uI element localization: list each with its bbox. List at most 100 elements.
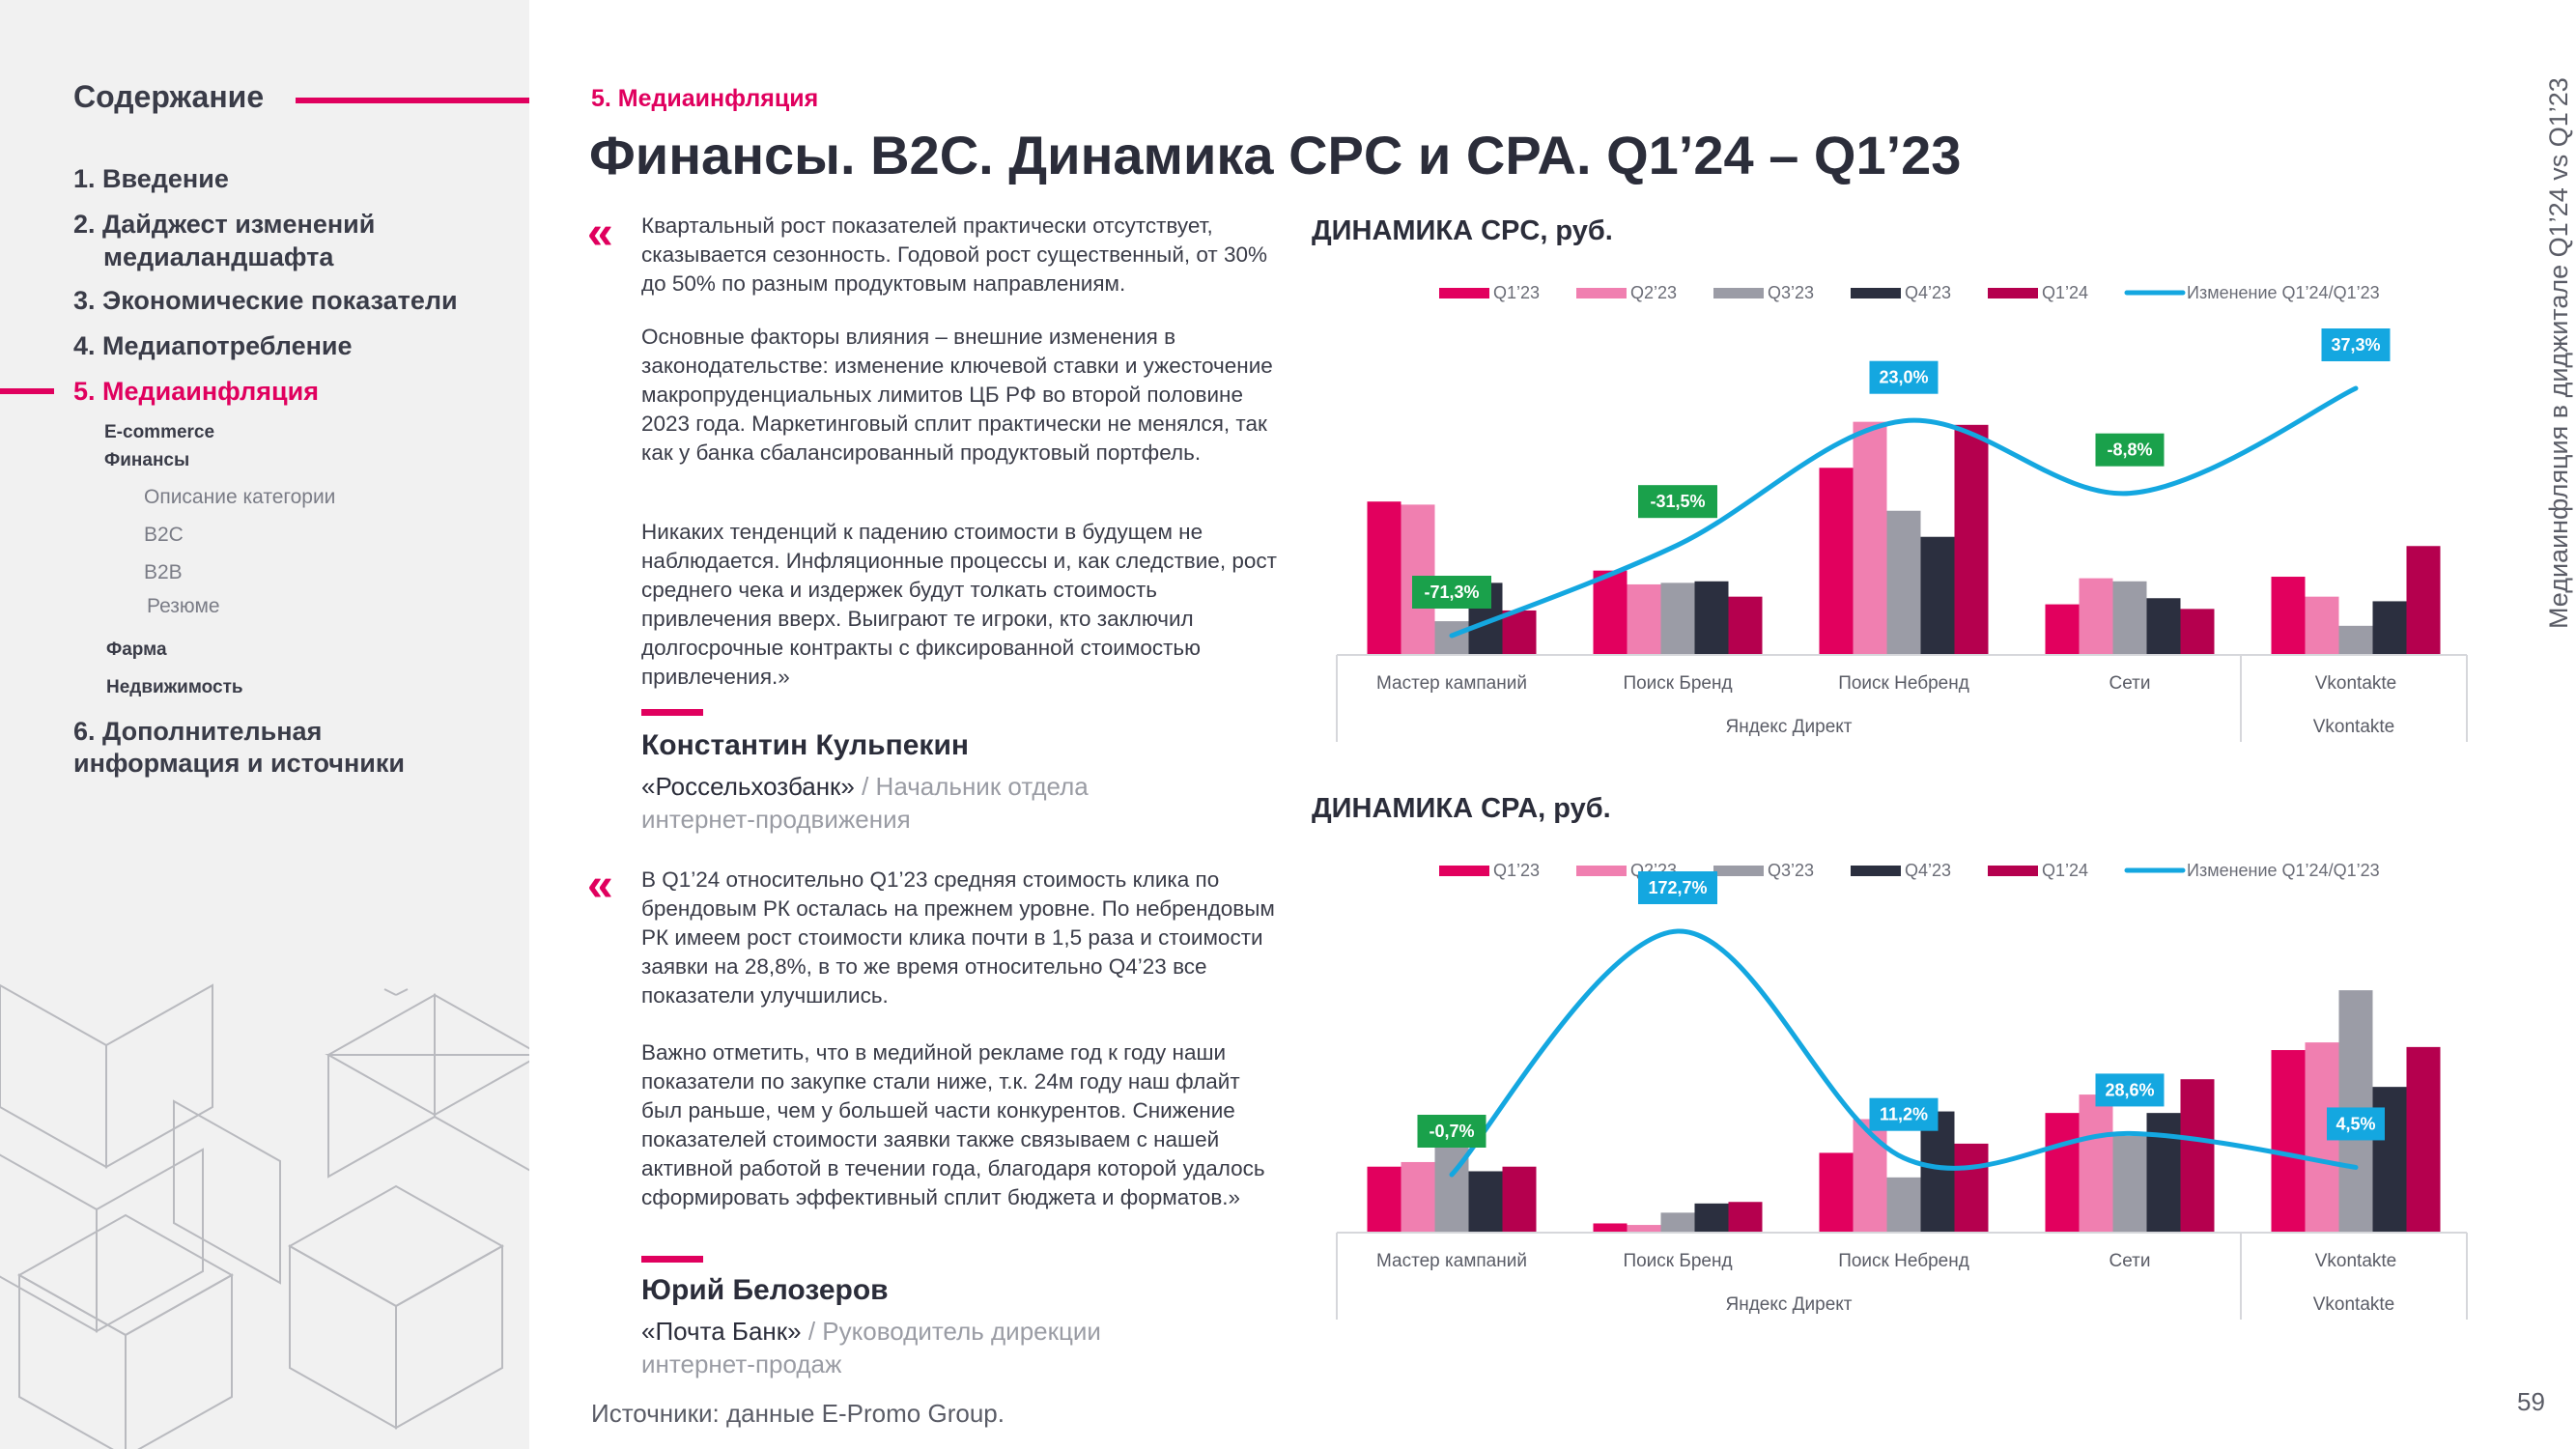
toc-item-economy[interactable]: 3. Экономические показатели (73, 286, 458, 315)
bar (1954, 424, 1989, 655)
change-label-box (2321, 328, 2391, 361)
group-label: Яндекс Директ (1725, 1294, 1852, 1315)
group-label: Vkontakte (2313, 717, 2395, 737)
toc-item-digest-line2[interactable]: медиаландшафта (103, 242, 334, 271)
toc-title: Содержание (73, 79, 265, 114)
bar (2045, 1113, 2080, 1233)
bar (1502, 1166, 1537, 1233)
legend-label: Q3’23 (1768, 283, 1814, 302)
bar (1367, 1166, 1401, 1233)
toc-sub-resume[interactable]: Резюме (147, 595, 220, 617)
bar (2045, 604, 2080, 655)
bar (2079, 1094, 2113, 1233)
category-label: Мастер кампаний (1376, 1251, 1527, 1271)
bar (1694, 581, 1729, 655)
toc-item-digest[interactable]: 2. Дайджест изменений (73, 210, 376, 239)
group-label: Vkontakte (2313, 1294, 2395, 1315)
legend-label: Изменение Q1’24/Q1’23 (2187, 283, 2380, 302)
bar (1920, 1111, 1955, 1233)
quote1-paragraph2: Основные факторы влияния – внешние измен… (641, 325, 1273, 465)
toc-title-underline (296, 98, 529, 103)
quote2-role: «Почта Банк» / Руководитель дирекции инт… (641, 1315, 1182, 1380)
change-label-box (2327, 1107, 2385, 1141)
quote1-role: «Россельхозбанк» / Начальник отдела инте… (641, 770, 1182, 836)
group-label: Яндекс Директ (1725, 717, 1852, 737)
legend-swatch (1439, 866, 1489, 876)
change-label-box (1638, 871, 1717, 904)
change-label-box (2095, 433, 2165, 467)
toc-item-consumption[interactable]: 4. Медиапотребление (73, 331, 353, 360)
sidebar: Содержание 1. Введение 2. Дайджест измен… (0, 0, 529, 1449)
toc-sub-b2c[interactable]: B2C (144, 524, 184, 546)
bar (2305, 596, 2339, 655)
change-label-box (1638, 485, 1717, 519)
bar (1593, 1223, 1628, 1233)
legend-label: Q1’24 (2042, 283, 2088, 302)
page-title: Финансы. B2C. Динамика CPC и CPA. Q1’24 … (589, 125, 1962, 185)
chart-title-cpa: ДИНАМИКА CPA, руб. (1312, 793, 1611, 824)
bar (1728, 1202, 1763, 1233)
category-label: Поиск Небренд (1838, 673, 1969, 694)
bar (2271, 577, 2306, 655)
quote1-divider (641, 709, 703, 716)
section-label: 5. Медиаинфляция (591, 85, 819, 112)
toc-sub-realty[interactable]: Недвижимость (106, 677, 243, 697)
quote2-paragraph1: В Q1’24 относительно Q1’23 средняя стоим… (641, 867, 1275, 1008)
bar (1434, 1132, 1469, 1233)
toc-sub-ecommerce[interactable]: E-commerce (104, 422, 215, 442)
toc-sub-b2b[interactable]: B2B (144, 561, 183, 583)
bar (1593, 570, 1628, 655)
change-label: -8,8% (2107, 440, 2152, 460)
change-label: -71,3% (1424, 582, 1479, 602)
bar (1886, 1177, 1921, 1233)
change-label-box (2095, 1073, 2165, 1107)
page-number: 59 (2517, 1387, 2545, 1416)
bar (1660, 582, 1695, 655)
toc-item-extra[interactable]: 6. Дополнительная (73, 717, 323, 746)
bar (2112, 581, 2147, 655)
bar (2406, 546, 2441, 655)
bar (1920, 536, 1955, 655)
quote2-divider (641, 1256, 703, 1263)
legend-swatch (1988, 288, 2038, 298)
toc-sub-pharma[interactable]: Фарма (106, 639, 167, 660)
bar (1401, 1161, 1435, 1233)
change-label: -0,7% (1429, 1122, 1474, 1141)
legend-swatch (1851, 866, 1901, 876)
chart-cpa: Q1’23 Q2’23 Q3’23 Q4’23 Q1’24 Изменение Q1’24… (1336, 861, 2468, 1320)
quote2-position: / Руководитель дирекции интернет-продаж (641, 1317, 1101, 1378)
toc-active-marker (0, 388, 54, 394)
quote-mark-icon: « (587, 860, 613, 911)
legend-swatch (1576, 866, 1627, 876)
legend-label: Изменение Q1’24/Q1’23 (2187, 861, 2380, 880)
toc-sub-category[interactable]: Описание категории (144, 486, 336, 508)
toc-item-inflation[interactable]: 5. Медиаинфляция (73, 377, 319, 406)
quote2-author: Юрий Белозеров (641, 1274, 889, 1306)
quote1-paragraph1: Квартальный рост показателей практически… (641, 213, 1267, 296)
legend-label: Q1’23 (1493, 861, 1540, 880)
category-label: Мастер кампаний (1376, 673, 1527, 694)
toc-item-intro[interactable]: 1. Введение (73, 164, 229, 193)
bar (1853, 421, 1887, 655)
bar (2406, 1046, 2441, 1233)
bar (2271, 1050, 2306, 1233)
chart-title-cpc: ДИНАМИКА CPC, руб. (1312, 215, 1613, 246)
legend-label: Q4’23 (1905, 861, 1951, 880)
toc-sub-finance[interactable]: Финансы (104, 450, 190, 470)
category-label: Сети (2109, 1251, 2151, 1271)
change-label-box (1869, 360, 1939, 394)
bar (1886, 510, 1921, 655)
quote2-company: «Почта Банк» (641, 1317, 802, 1346)
bar (1660, 1212, 1695, 1233)
chart-cpc: Q1’23 Q2’23 Q3’23 Q4’23 Q1’24 Изменение Q1’24… (1336, 283, 2468, 742)
toc-item-extra-line2[interactable]: информация и источники (73, 749, 405, 778)
bar (2180, 1079, 2215, 1233)
quote1-position: / Начальник отдела интернет-продвижения (641, 772, 1089, 834)
bar (1728, 596, 1763, 655)
legend-label: Q3’23 (1768, 861, 1814, 880)
category-label: Поиск Бренд (1623, 673, 1732, 694)
legend-swatch (1851, 288, 1901, 298)
category-label: Поиск Бренд (1623, 1251, 1732, 1271)
legend-label: Q1’24 (2042, 861, 2088, 880)
bar (1468, 1171, 1503, 1233)
